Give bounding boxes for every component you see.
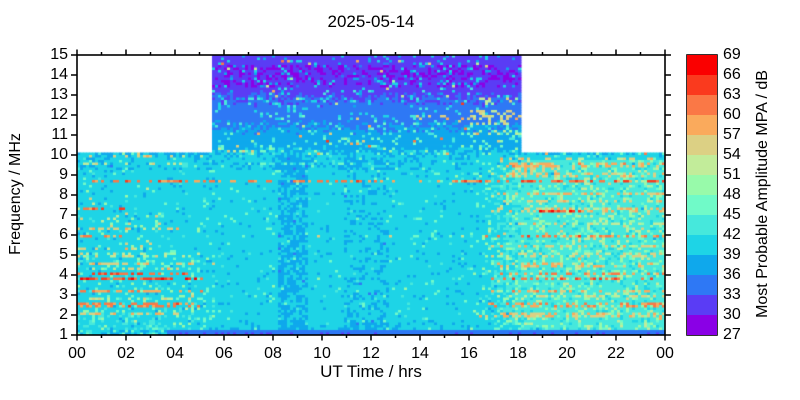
x-tick-label: 04 xyxy=(166,345,184,362)
colorbar-band xyxy=(687,175,717,195)
colorbar-tick-label: 60 xyxy=(723,106,741,123)
x-tick-label: 00 xyxy=(656,345,674,362)
y-tick-label: 9 xyxy=(59,166,68,183)
colorbar-tick-label: 33 xyxy=(723,286,741,303)
y-tick-label: 5 xyxy=(59,246,68,263)
x-tick-label: 02 xyxy=(117,345,135,362)
x-tick-label: 10 xyxy=(313,345,331,362)
y-tick-label: 1 xyxy=(59,326,68,343)
y-tick-label: 12 xyxy=(50,106,68,123)
colorbar-label: Most Probable Amplitude MPA / dB xyxy=(754,70,771,318)
y-tick-label: 10 xyxy=(50,146,68,163)
colorbar-tick-label: 45 xyxy=(723,206,741,223)
colorbar-band xyxy=(687,255,717,275)
colorbar-tick-label: 63 xyxy=(723,86,741,103)
colorbar-band xyxy=(687,215,717,235)
x-tick-label: 14 xyxy=(411,345,429,362)
x-tick-label: 12 xyxy=(362,345,380,362)
y-tick-label: 15 xyxy=(50,46,68,63)
y-tick-label: 4 xyxy=(59,266,68,283)
y-axis-label: Frequency / MHz xyxy=(7,133,24,255)
x-tick-label: 06 xyxy=(215,345,233,362)
colorbar-band xyxy=(687,315,717,335)
colorbar-band xyxy=(687,135,717,155)
colorbar-band xyxy=(687,55,717,75)
colorbar-band xyxy=(687,155,717,175)
colorbar-tick-label: 57 xyxy=(723,126,741,143)
y-tick-label: 7 xyxy=(59,206,68,223)
colorbar-tick-label: 36 xyxy=(723,266,741,283)
x-tick-label: 18 xyxy=(509,345,527,362)
colorbar xyxy=(687,55,717,335)
colorbar-band xyxy=(687,195,717,215)
colorbar-band xyxy=(687,235,717,255)
x-tick-label: 00 xyxy=(68,345,86,362)
colorbar-tick-label: 54 xyxy=(723,146,741,163)
colorbar-tick-label: 39 xyxy=(723,246,741,263)
y-tick-label: 2 xyxy=(59,306,68,323)
chart-title: 2025-05-14 xyxy=(327,12,415,31)
colorbar-tick-label: 51 xyxy=(723,166,741,183)
colorbar-band xyxy=(687,95,717,115)
x-tick-label: 16 xyxy=(460,345,478,362)
colorbar-band xyxy=(687,75,717,95)
colorbar-tick-label: 30 xyxy=(723,306,741,323)
y-tick-label: 14 xyxy=(50,66,68,83)
spectrogram-canvas xyxy=(77,55,665,335)
colorbar-tick-label: 27 xyxy=(723,326,741,343)
colorbar-band xyxy=(687,295,717,315)
y-tick-label: 3 xyxy=(59,286,68,303)
y-tick-label: 11 xyxy=(51,126,68,143)
x-tick-label: 08 xyxy=(264,345,282,362)
colorbar-band xyxy=(687,275,717,295)
colorbar-tick-label: 42 xyxy=(723,226,741,243)
y-tick-label: 8 xyxy=(59,186,68,203)
colorbar-tick-label: 69 xyxy=(723,46,741,63)
y-tick-label: 6 xyxy=(59,226,68,243)
x-tick-label: 22 xyxy=(607,345,625,362)
colorbar-tick-label: 66 xyxy=(723,66,741,83)
y-tick-label: 13 xyxy=(50,86,68,103)
x-tick-label: 20 xyxy=(558,345,576,362)
colorbar-tick-label: 48 xyxy=(723,186,741,203)
x-axis-label: UT Time / hrs xyxy=(320,362,422,381)
colorbar-band xyxy=(687,115,717,135)
